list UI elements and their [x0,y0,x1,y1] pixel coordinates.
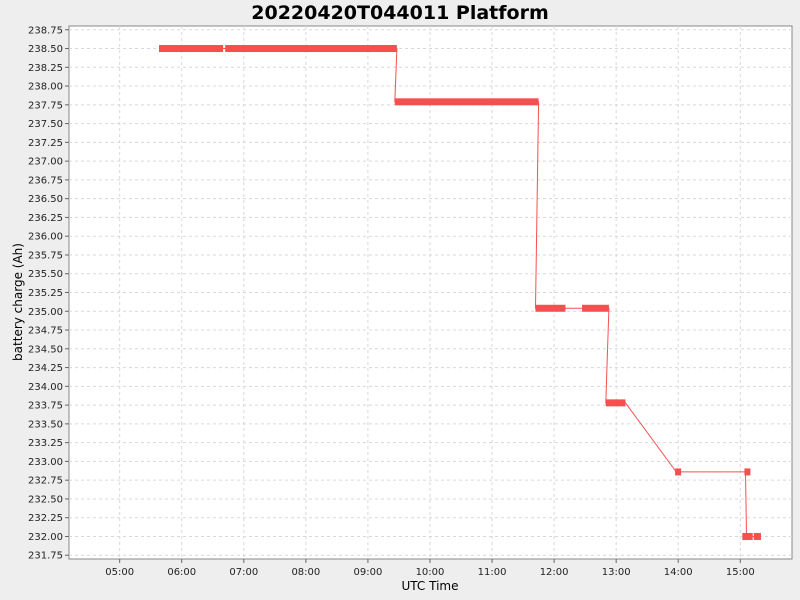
y-tick-label: 236.75 [28,175,63,186]
series-battery-charge [158,45,761,540]
data-segment [582,304,609,312]
y-tick-label: 237.50 [28,119,63,130]
y-tick-label: 233.25 [28,438,63,449]
y-tick-label: 237.75 [28,100,63,111]
y-tick-label: 233.00 [28,457,63,468]
y-tick-label: 236.25 [28,213,63,224]
y-tick-label: 235.00 [28,307,63,318]
y-tick-label: 231.75 [28,551,63,562]
x-tick-label: 14:00 [664,567,693,578]
y-tick-label: 236.50 [28,194,63,205]
data-segment [158,45,224,53]
data-segment [605,399,626,407]
x-tick-label: 06:00 [167,567,196,578]
y-axis-ticks: 231.75 232.00 232.25 232.50 232.75 233.00 233.… [28,25,69,562]
data-segment [675,468,682,476]
y-axis-label: battery charge (Ah) [11,243,25,361]
y-tick-label: 238.50 [28,44,63,55]
data-segment [535,304,566,312]
x-tick-label: 12:00 [540,567,569,578]
y-tick-label: 237.25 [28,138,63,149]
chart-title: 20220420T044011 Platform [251,2,549,24]
x-tick-label: 08:00 [291,567,320,578]
x-tick-label: 09:00 [354,567,383,578]
y-tick-label: 233.50 [28,419,63,430]
x-tick-label: 15:00 [726,567,755,578]
y-tick-label: 235.25 [28,288,63,299]
y-tick-label: 238.25 [28,63,63,74]
data-segment [744,468,751,476]
x-tick-label: 10:00 [416,567,445,578]
y-tick-label: 234.75 [28,326,63,337]
y-tick-label: 232.00 [28,532,63,543]
x-tick-label: 07:00 [229,567,258,578]
y-tick-label: 232.50 [28,494,63,505]
x-tick-label: 05:00 [105,567,134,578]
x-axis-label: UTC Time [402,579,459,593]
x-tick-label: 11:00 [478,567,507,578]
x-axis-ticks: 05:00 06:00 07:00 08:00 09:00 10:00 11:00 12:00… [105,559,755,578]
data-segment [753,532,761,540]
y-tick-label: 237.00 [28,157,63,168]
grid-layer [69,26,792,559]
y-tick-label: 235.50 [28,269,63,280]
data-segment [394,98,539,106]
y-tick-label: 233.75 [28,401,63,412]
y-tick-label: 234.25 [28,363,63,374]
y-tick-label: 232.25 [28,513,63,524]
y-tick-label: 236.00 [28,232,63,243]
y-tick-label: 238.75 [28,25,63,36]
data-segment [742,532,753,540]
y-tick-label: 235.75 [28,250,63,261]
y-tick-label: 234.50 [28,344,63,355]
data-segment [225,45,397,53]
y-tick-label: 232.75 [28,476,63,487]
x-tick-label: 13:00 [602,567,631,578]
y-tick-label: 234.00 [28,382,63,393]
y-tick-label: 238.00 [28,82,63,93]
